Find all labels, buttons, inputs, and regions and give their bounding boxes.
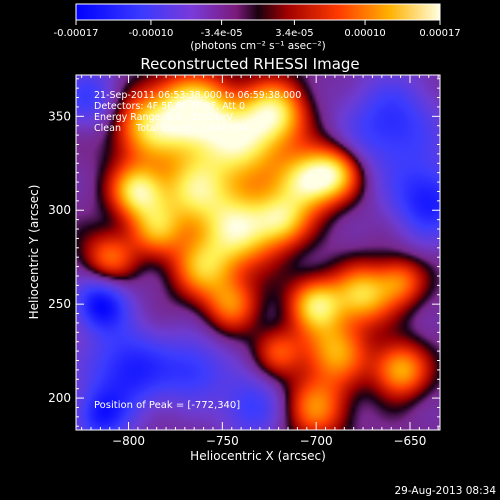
chart-title: Reconstructed RHESSI Image bbox=[140, 55, 359, 73]
x-axis-label: Heliocentric X (arcsec) bbox=[190, 449, 326, 463]
colorbar-tick-label: 0.00010 bbox=[344, 28, 385, 39]
heatmap-image bbox=[76, 75, 440, 430]
observation-info: 21-Sep-2011 06:53:38.000 to 06:59:38.000… bbox=[94, 90, 301, 134]
colorbar-tick-label: -0.00017 bbox=[54, 28, 99, 39]
y-tick-label: 250 bbox=[48, 297, 71, 311]
y-tick-label: 350 bbox=[48, 109, 71, 123]
plot-frame bbox=[75, 74, 441, 431]
x-tick-label: −750 bbox=[206, 434, 239, 448]
colorbar-tick-label: -0.00010 bbox=[128, 28, 173, 39]
x-axis: −800 −750 −700 −650 bbox=[81, 75, 439, 448]
info-time-range: 21-Sep-2011 06:53:38.000 to 06:59:38.000 bbox=[94, 90, 301, 101]
y-axis-label: Heliocentric Y (arcsec) bbox=[27, 185, 41, 320]
colorbar-tick-label: 0.00017 bbox=[419, 28, 460, 39]
info-energy-range: Energy Range: 6.0 - 25.0 keV bbox=[94, 112, 233, 123]
colorbar: -0.00017 -0.00010 -3.4e-05 3.4e-05 0.00010 0.… bbox=[54, 3, 461, 52]
info-detectors: Detectors: 4F 5F 6F 7F 8F, Att 0 bbox=[94, 101, 245, 112]
colorbar-ticks: -0.00017 -0.00010 -3.4e-05 3.4e-05 0.00010 0.… bbox=[54, 20, 461, 39]
colorbar-gradient bbox=[75, 3, 441, 21]
y-tick-label: 300 bbox=[48, 203, 71, 217]
y-axis: 200 250 300 350 bbox=[48, 78, 440, 427]
peak-position-label: Position of Peak = [-772,340] bbox=[94, 400, 240, 411]
colorbar-tick-label: -3.4e-05 bbox=[201, 28, 243, 39]
colorbar-units-label: (photons cm⁻² s⁻¹ asec⁻²) bbox=[190, 40, 325, 52]
x-tick-label: −700 bbox=[300, 434, 333, 448]
y-tick-label: 200 bbox=[48, 391, 71, 405]
x-tick-label: −650 bbox=[393, 434, 426, 448]
x-tick-label: −800 bbox=[112, 434, 145, 448]
info-total-counts: Clean Total Counts: 2.64E+04 bbox=[94, 123, 248, 134]
colorbar-tick-label: 3.4e-05 bbox=[275, 28, 313, 39]
footer-timestamp: 29-Aug-2013 08:34 bbox=[394, 485, 496, 497]
